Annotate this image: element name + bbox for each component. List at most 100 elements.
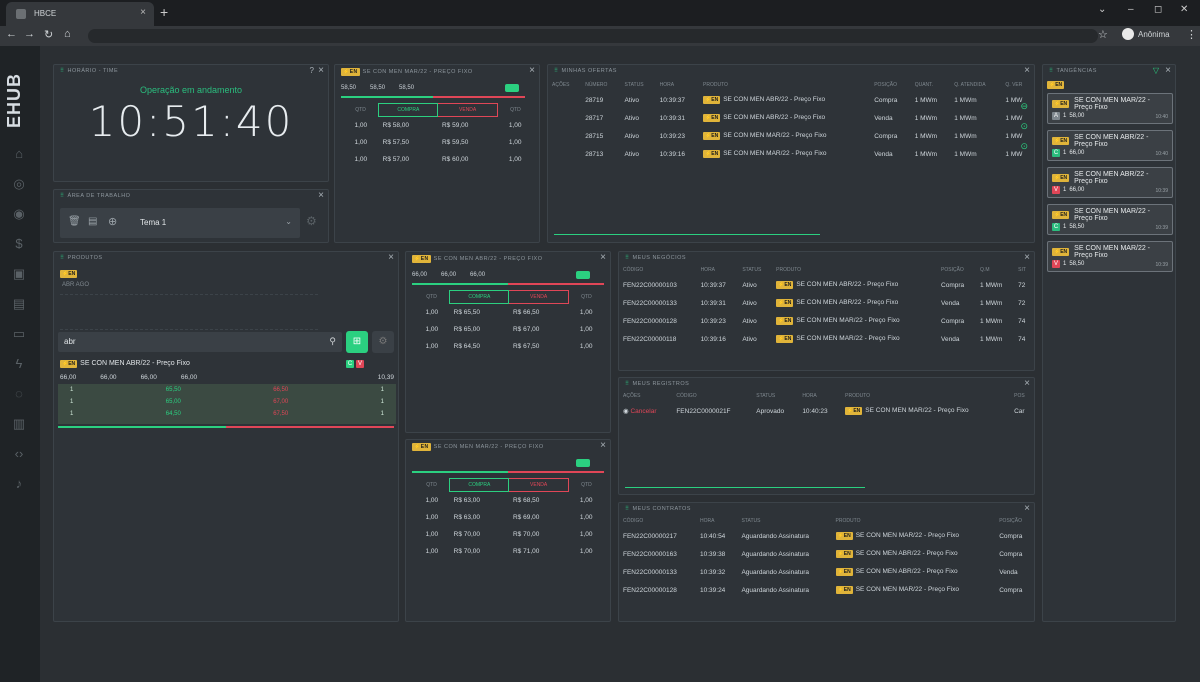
table-row[interactable]: 28717 Ativo 10:39:31 ⚡EN SE CON MEN ABR/22 -… [585,114,1023,122]
maximize-icon[interactable]: ◻ [1154,4,1163,15]
close-icon[interactable]: × [600,440,606,451]
toggle-switch[interactable] [576,271,590,279]
table-row[interactable]: 28713 Ativo 10:39:16 ⚡EN SE CON MEN MAR/22 -… [585,150,1023,158]
drag-handle-icon[interactable]: ⠿ [1049,68,1054,74]
address-input[interactable] [88,29,1098,43]
reload-icon[interactable]: ↻ [44,29,54,41]
close-icon[interactable]: × [1024,252,1030,263]
close-icon[interactable]: × [1165,65,1171,76]
document-icon[interactable]: ▭ [12,326,26,341]
chevron-down-icon[interactable]: ⌄ [1098,4,1107,15]
close-icon[interactable]: × [1024,378,1030,389]
close-icon[interactable]: × [1024,65,1030,76]
minimize-icon[interactable]: – [1128,4,1134,15]
close-icon[interactable]: × [529,65,535,76]
new-tab-icon[interactable]: + [160,4,169,20]
settings-button[interactable]: ⚙ [372,331,394,353]
help-icon[interactable]: ? [309,66,314,75]
drag-handle-icon[interactable]: ⠿ [60,193,65,199]
table-row[interactable]: FEN22C00000133 10:39:32 Aguardando Assinat… [623,568,1018,576]
month-filter[interactable]: ABR AGO [62,282,90,288]
table-row[interactable]: FEN22C00000128 10:39:24 Aguardando Assinat… [623,586,1023,594]
buy-header-button[interactable]: COMPRA [449,290,510,304]
search-box[interactable]: abr ⚲ [58,332,342,352]
eye-icon[interactable]: ◉ [13,206,25,221]
tangency-card[interactable]: ⚡EN SE CON MEN ABR/22 - Preço Fixo V 1 66,00… [1047,167,1173,198]
home-icon[interactable]: ⌂ [64,28,71,40]
briefcase-icon[interactable]: ▣ [12,266,26,281]
signal-icon[interactable]: ◌ [15,386,23,401]
tangency-card[interactable]: ⚡EN SE CON MEN MAR/22 - Preço Fixo C 1 58,50… [1047,204,1173,235]
save-icon[interactable]: ▤ [88,216,98,227]
compass-icon[interactable]: ◎ [13,176,25,191]
close-icon[interactable]: × [318,190,324,201]
close-window-icon[interactable]: ✕ [1180,4,1189,15]
menu-icon[interactable]: ⋮ [1186,29,1197,41]
view-icon[interactable]: ◉ [623,408,629,415]
table-row[interactable]: 1,00 R$ 63,00 R$ 68,50 1,00 [425,496,593,504]
dollar-icon[interactable]: $ [15,236,23,251]
table-row[interactable]: FEN22C00000103 10:39:37 Ativo ⚡EN SE CON MEN… [623,281,1026,289]
browser-tab[interactable]: HBCE × [6,2,154,26]
table-row[interactable]: FEN22C00000128 10:39:23 Ativo ⚡EN SE CON MEN… [623,317,1026,325]
tangency-card[interactable]: ⚡EN SE CON MEN MAR/22 - Preço Fixo A 1 58,00… [1047,93,1173,124]
close-tab-icon[interactable]: × [140,7,146,18]
close-icon[interactable]: × [600,252,606,263]
next-icon[interactable]: ⊙ [1020,121,1028,131]
search-input[interactable]: abr [64,337,76,346]
table-row[interactable]: 1,00 R$ 70,00 R$ 70,00 1,00 [425,531,593,538]
table-row[interactable]: 1,00 R$ 64,50 R$ 67,50 1,00 [425,343,593,350]
scrollbar[interactable] [554,234,820,235]
code-icon[interactable]: ‹› [14,446,24,461]
table-row[interactable]: 1,00 R$ 57,50 R$ 59,50 1,00 [354,139,522,146]
table-row[interactable]: ◉ Cancelar FEN22C0000021F Aprovado 10:40:2… [623,407,1025,415]
table-row[interactable]: FEN22C00000217 10:40:54 Aguardando Assinat… [623,532,1023,540]
filter-en-badge[interactable]: ⚡EN [60,270,78,278]
table-row[interactable]: 28719 Ativo 10:39:37 ⚡EN SE CON MEN ABR/22 -… [585,96,1023,104]
workspace-selector[interactable]: 🗑 ▤ ⊕ Tema 1 ⌄ [60,208,300,238]
buy-header-button[interactable]: COMPRA [449,478,510,492]
close-icon[interactable]: × [388,252,394,263]
table-row[interactable]: 1,00 R$ 70,00 R$ 71,00 1,00 [425,548,593,555]
table-row[interactable]: FEN22C00000118 10:39:16 Ativo ⚡EN SE CON MEN… [623,335,1026,343]
toggle-switch[interactable] [505,84,519,92]
bell-icon[interactable]: ♪ [15,476,23,491]
cancel-link[interactable]: Cancelar [630,408,657,415]
scrollbar[interactable] [625,487,865,488]
table-row[interactable]: 1,00 R$ 65,00 R$ 67,00 1,00 [425,326,593,333]
home-icon[interactable]: ⌂ [15,146,23,161]
tangency-card[interactable]: ⚡EN SE CON MEN MAR/22 - Preço Fixo V 1 58,50… [1047,241,1173,272]
table-row[interactable]: 1 64,50 67,50 1 [70,411,384,417]
chevron-down-icon[interactable]: ⌄ [285,217,292,226]
table-row[interactable]: 1,00 R$ 58,00 R$ 59,00 1,00 [354,121,522,129]
table-row[interactable]: 1,00 R$ 65,50 R$ 66,50 1,00 [425,308,593,316]
close-icon[interactable]: × [1024,503,1030,514]
table-row[interactable]: FEN22C00000163 10:39:38 Aguardando Assinat… [623,550,1023,558]
table-row[interactable]: FEN22C00000133 10:39:31 Ativo ⚡EN SE CON MEN… [623,299,1026,307]
filter-grid[interactable] [60,294,318,330]
settings-icon[interactable]: ⚙ [306,214,317,228]
sell-header-button[interactable]: VENDA [508,290,569,304]
search-icon[interactable]: ⚲ [329,336,336,346]
drag-handle-icon[interactable]: ⠿ [554,68,559,74]
forward-icon[interactable]: → [24,28,35,40]
lightning-icon[interactable]: ϟ [15,356,23,371]
sell-header-button[interactable]: VENDA [508,478,569,492]
trash-icon[interactable]: 🗑 [68,216,81,227]
table-row[interactable]: 28715 Ativo 10:39:23 ⚡EN SE CON MEN MAR/22 -… [585,132,1023,140]
filter-icon[interactable]: ▽ [1152,66,1159,75]
toggle-switch[interactable] [576,459,590,467]
table-row[interactable]: 1,00 R$ 57,00 R$ 60,00 1,00 [354,156,522,163]
tangency-card[interactable]: ⚡EN SE CON MEN ABR/22 - Preço Fixo C 1 66,00… [1047,130,1173,161]
add-icon[interactable]: ⊕ [108,216,118,228]
contract-icon[interactable]: ▤ [12,296,26,311]
table-row[interactable]: 1 65,50 66,50 1 [70,387,384,393]
close-icon[interactable]: × [318,65,324,76]
cart-button[interactable]: ⊞ [346,331,368,353]
table-row[interactable]: 1,00 R$ 63,00 R$ 69,00 1,00 [425,514,593,521]
scroll-up-icon[interactable]: ⊖ [1020,101,1028,111]
scroll-down-icon[interactable]: ⊙ [1020,141,1028,151]
drag-handle-icon[interactable]: ⠿ [60,68,65,74]
sell-header-button[interactable]: VENDA [437,103,498,117]
drag-handle-icon[interactable]: ⠿ [60,255,65,261]
